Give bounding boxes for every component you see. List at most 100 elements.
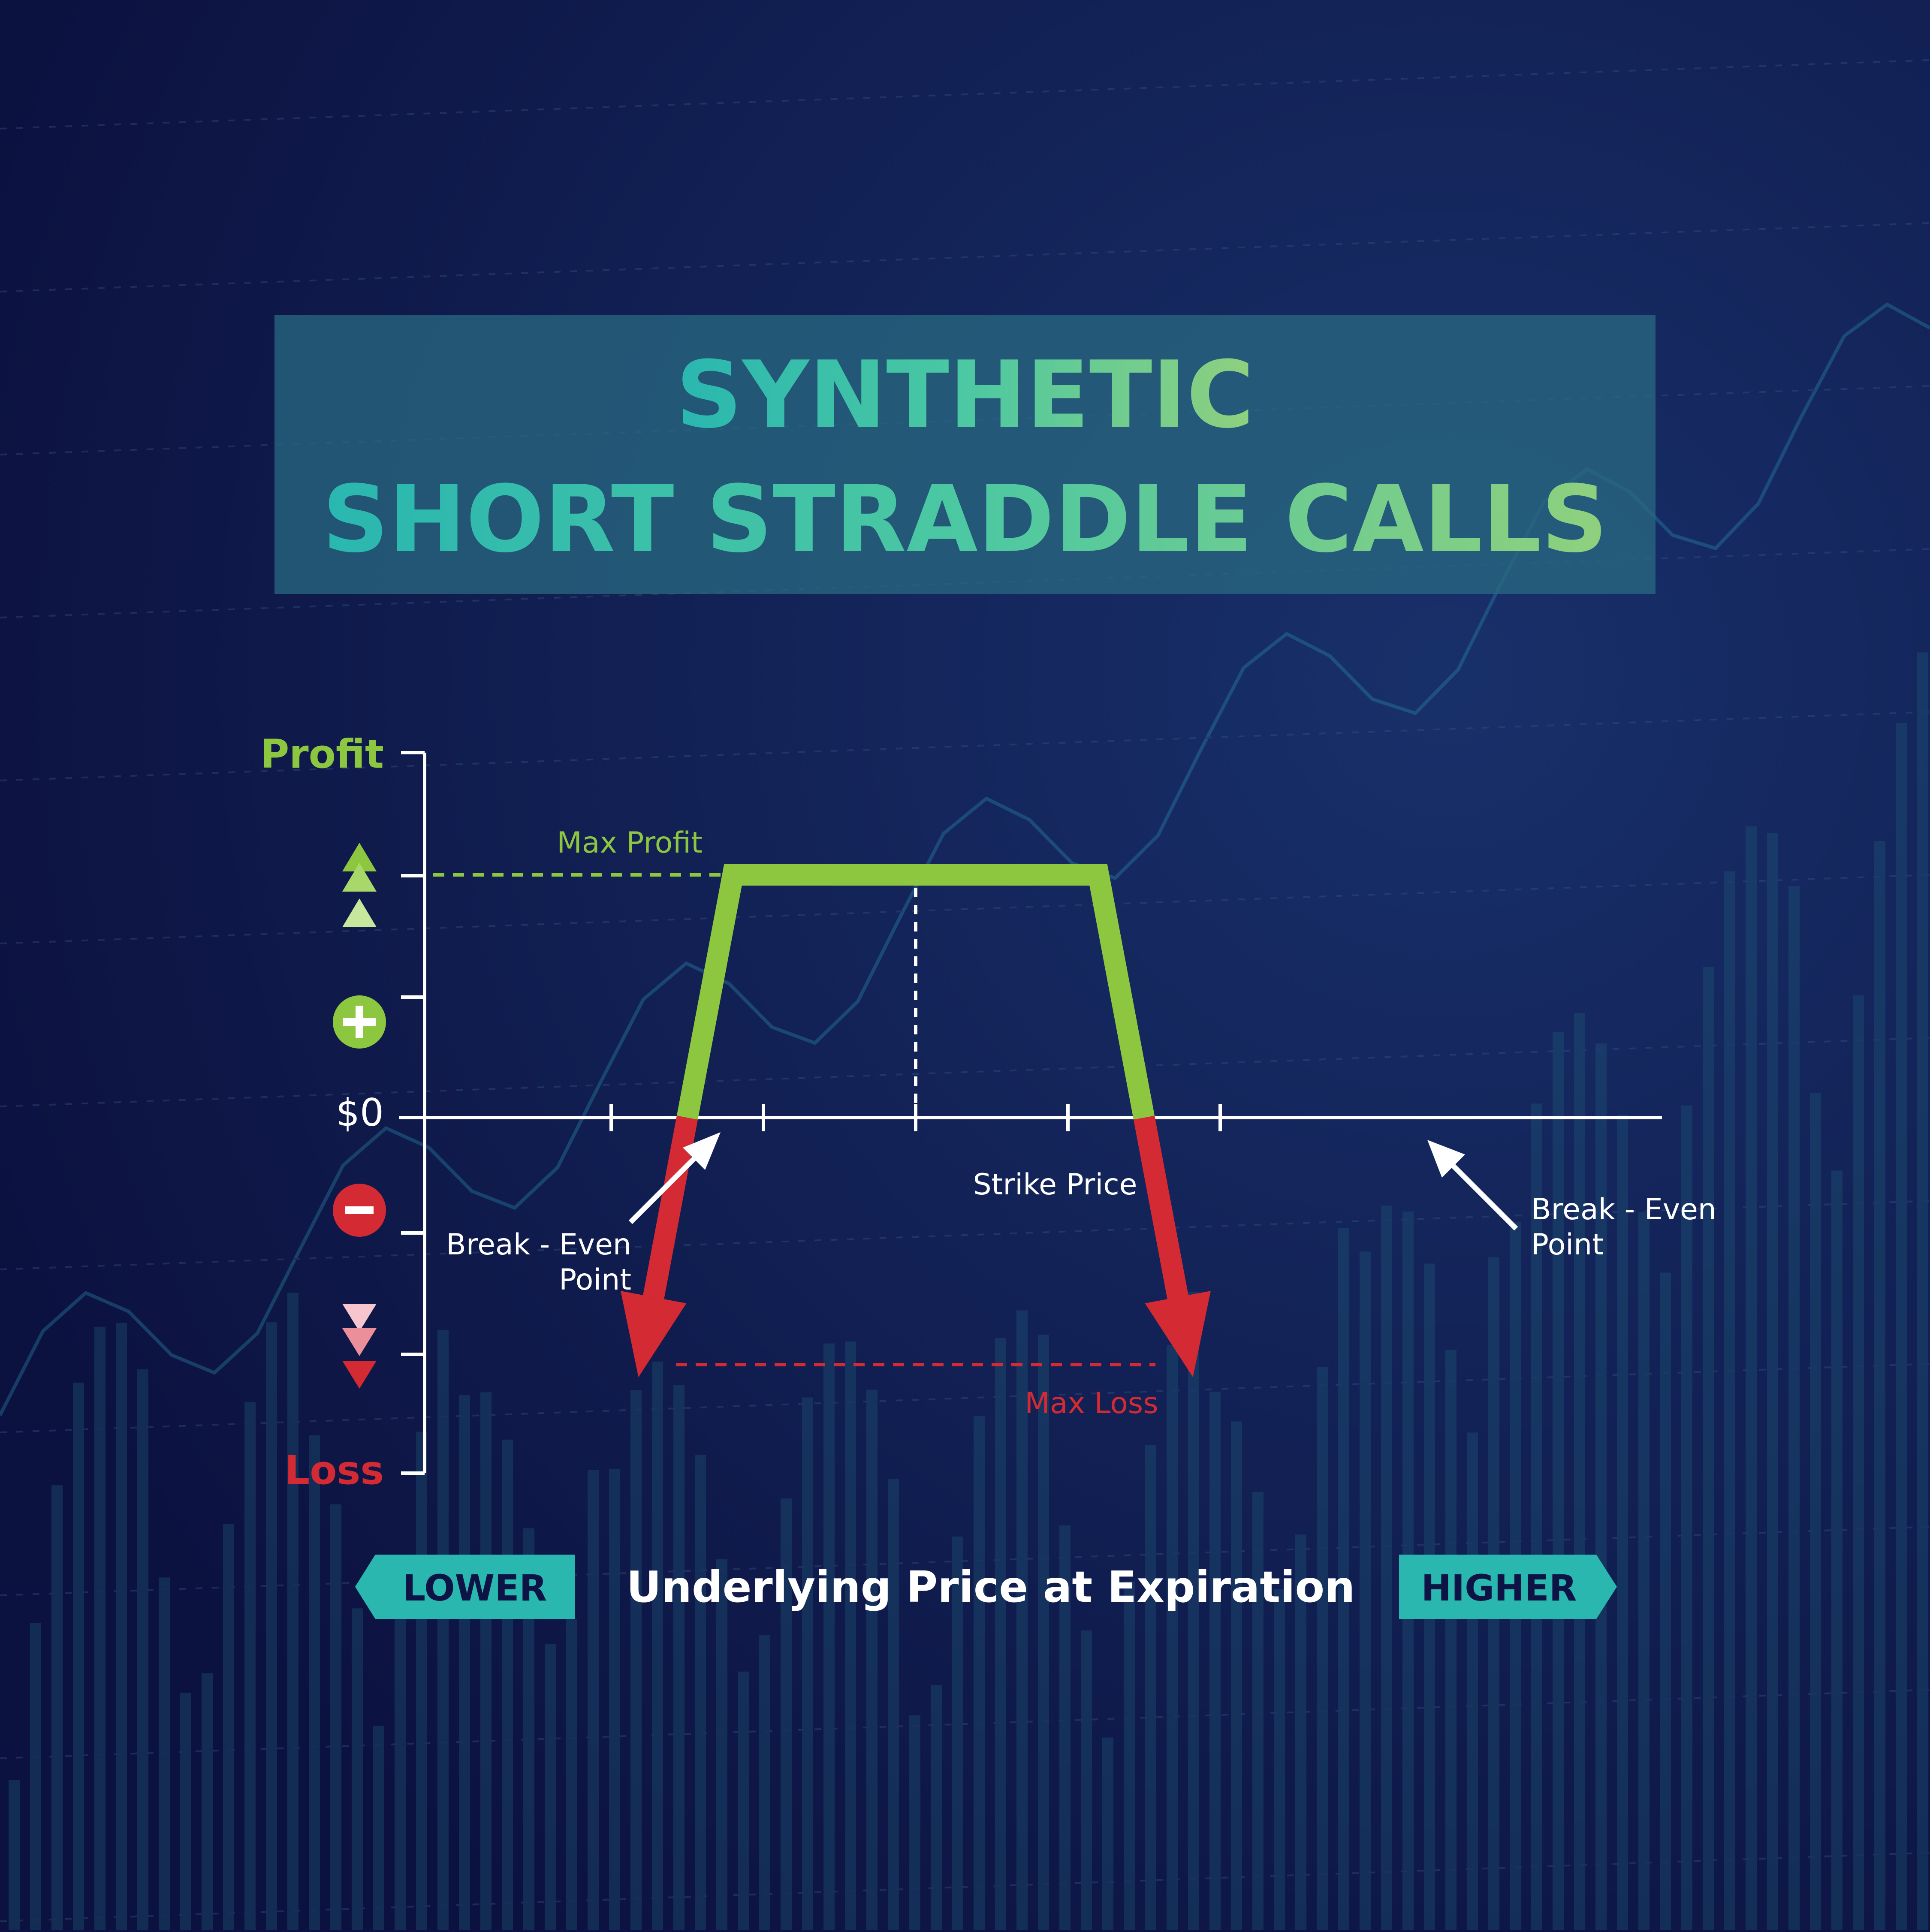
- background-market-chart: [0, 59, 1930, 1930]
- loss-label: Loss: [285, 1447, 384, 1493]
- background-bar: [9, 1780, 20, 1930]
- loss-right-arrowhead-icon: [1145, 1291, 1211, 1377]
- background-bar: [866, 1389, 878, 1930]
- background-bar: [202, 1673, 213, 1930]
- background-gridline: [0, 222, 1930, 292]
- background-bar: [995, 1338, 1006, 1930]
- background-bar: [1016, 1310, 1028, 1930]
- background-bar: [1681, 1105, 1692, 1930]
- background-bar: [266, 1322, 277, 1930]
- background-bar: [1703, 967, 1714, 1930]
- background-bar: [1831, 1170, 1843, 1930]
- background-bar: [1574, 1013, 1585, 1930]
- background-bar: [888, 1479, 899, 1930]
- x-axis-title: Underlying Price at Expiration: [627, 1562, 1355, 1612]
- background-bar: [566, 1619, 577, 1930]
- break-even-left-line-2: Point: [559, 1263, 631, 1297]
- background-bar: [1274, 1589, 1285, 1930]
- background-bar: [1617, 1115, 1628, 1930]
- background-bar: [823, 1343, 835, 1930]
- background-bar: [931, 1685, 942, 1930]
- background-bar: [1638, 1212, 1650, 1930]
- background-bar: [673, 1385, 685, 1930]
- break-even-right-line-1: Break - Even: [1531, 1193, 1716, 1227]
- right-arrow-icon: [1399, 1555, 1617, 1619]
- break-even-left-line-1: Break - Even: [446, 1228, 631, 1262]
- background-bar: [94, 1326, 106, 1930]
- background-bar: [330, 1504, 341, 1930]
- background-bar: [159, 1577, 170, 1930]
- break-even-right-arrow-icon: [1427, 1140, 1465, 1178]
- zero-label: $0: [336, 1091, 384, 1135]
- background-bar: [1660, 1272, 1671, 1930]
- background-bar: [244, 1402, 256, 1930]
- background-bar: [437, 1330, 449, 1930]
- background-gridline: [0, 1852, 1930, 1922]
- lower-badge: LOWER: [355, 1555, 575, 1619]
- background-bar: [1317, 1367, 1328, 1930]
- background-bar: [287, 1293, 299, 1930]
- lower-label: LOWER: [403, 1567, 547, 1609]
- background-bar: [51, 1485, 63, 1930]
- break-even-left-arrow-icon: [683, 1132, 721, 1170]
- plus-circle-icon: [333, 995, 386, 1049]
- background-bar: [1038, 1335, 1049, 1930]
- background-bar: [1810, 1093, 1821, 1930]
- loss-left-arrowhead-icon: [621, 1291, 687, 1377]
- title-line-1: SYNTHETIC: [676, 341, 1254, 449]
- background-gridline: [0, 711, 1930, 781]
- background-bar: [1788, 886, 1800, 1930]
- background-bar: [609, 1469, 620, 1930]
- strike-price-label: Strike Price: [973, 1168, 1137, 1202]
- background-bar: [545, 1644, 556, 1930]
- max-profit-label: Max Profit: [557, 826, 703, 860]
- background-bar: [1295, 1534, 1306, 1930]
- background-bar: [223, 1524, 234, 1930]
- break-even-right-arrow-shaft: [1448, 1160, 1518, 1231]
- background-bar: [1553, 1032, 1564, 1930]
- background-bar: [716, 1559, 727, 1930]
- background-bar: [1231, 1421, 1242, 1930]
- background-bar: [1081, 1630, 1092, 1930]
- background-bar: [1102, 1737, 1113, 1930]
- background-bar: [1531, 1103, 1542, 1930]
- background-bar: [502, 1439, 513, 1930]
- background-bar: [1252, 1492, 1264, 1930]
- triple-up-arrow-icon: [342, 843, 377, 927]
- background-bar: [1467, 1432, 1478, 1930]
- triple-down-arrow-icon: [342, 1304, 377, 1389]
- higher-badge: HIGHER: [1399, 1555, 1617, 1619]
- background-gridline: [0, 1689, 1930, 1759]
- background-bar: [1209, 1392, 1221, 1930]
- background-bar: [1381, 1206, 1392, 1930]
- minus-circle-icon: [333, 1184, 386, 1237]
- background-bar: [352, 1608, 363, 1930]
- background-bar: [480, 1392, 492, 1930]
- background-bar: [652, 1361, 663, 1930]
- background-bar: [395, 1569, 406, 1930]
- background-bar: [759, 1635, 770, 1930]
- x-ticks: [609, 1104, 1222, 1131]
- background-bar: [416, 1432, 427, 1930]
- background-bar: [1853, 995, 1864, 1930]
- background-bar: [909, 1715, 920, 1930]
- title-box: [274, 315, 1656, 594]
- background-bar: [630, 1390, 642, 1930]
- background-bar: [180, 1693, 191, 1930]
- background-bar: [1145, 1445, 1156, 1930]
- payoff-series: [621, 864, 1211, 1377]
- background-bar: [1746, 826, 1757, 1930]
- break-even-right-line-2: Point: [1531, 1228, 1604, 1262]
- title-line-2: SHORT STRADDLE CALLS: [322, 465, 1607, 573]
- background-bar: [845, 1341, 856, 1930]
- background-bar: [695, 1455, 706, 1930]
- loss-left-series-line: [643, 1115, 698, 1299]
- background-bar: [1167, 1344, 1178, 1930]
- max-loss-label: Max Loss: [1025, 1386, 1158, 1420]
- background-bar: [1896, 723, 1907, 1930]
- profit-series-line: [676, 864, 1155, 1120]
- background-bar: [1767, 833, 1778, 1930]
- background-bar: [952, 1536, 963, 1930]
- background-bar: [1724, 871, 1735, 1930]
